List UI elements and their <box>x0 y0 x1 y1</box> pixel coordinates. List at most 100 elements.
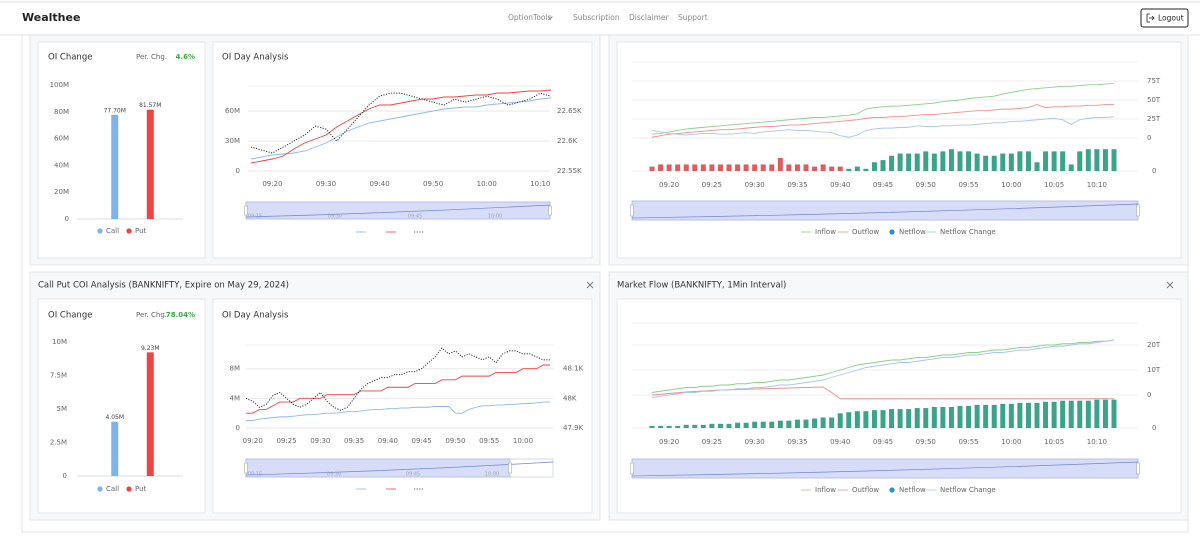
zoom-preview <box>631 203 1139 219</box>
bar <box>1043 151 1049 171</box>
legend-swatch <box>126 486 132 492</box>
bar <box>889 155 895 171</box>
bar <box>803 164 809 171</box>
bar <box>983 155 989 171</box>
bar <box>1060 400 1066 428</box>
bar <box>974 404 980 428</box>
bar <box>837 166 843 171</box>
y-tick-label: 75T <box>1147 77 1161 85</box>
bar <box>1025 151 1031 171</box>
x-tick-label: 09:20 <box>659 438 679 446</box>
bar <box>948 149 954 171</box>
bar <box>854 166 860 171</box>
bar <box>854 411 860 428</box>
nav-link[interactable]: Subscription <box>573 13 620 22</box>
bar <box>803 419 809 428</box>
nav-link[interactable]: Support <box>678 13 708 22</box>
bar <box>1111 399 1117 428</box>
bar <box>1102 399 1108 428</box>
series-line <box>250 92 552 154</box>
close-button[interactable] <box>1166 281 1174 289</box>
legend-swatch <box>126 228 132 234</box>
series-line <box>651 116 1115 138</box>
y-tick-label: 80M <box>54 108 69 116</box>
bar <box>1025 402 1031 428</box>
zoom-selection <box>631 458 1139 479</box>
series-line <box>246 401 550 422</box>
bar <box>111 114 119 219</box>
x-tick-label: 10:00 <box>1001 438 1021 446</box>
x-tick-label: 10:00 <box>513 437 533 445</box>
nav-link[interactable]: OptionTools <box>508 13 552 22</box>
x-tick-label: 09:55 <box>958 181 978 189</box>
slider-label: 09:15 <box>248 214 262 220</box>
series-line <box>651 82 1115 135</box>
bar <box>735 422 741 428</box>
bar <box>931 153 937 171</box>
bar <box>906 409 912 428</box>
y-tick-label: 5M <box>57 405 68 413</box>
legend-label: Call <box>106 227 119 235</box>
bar <box>837 413 843 428</box>
bar <box>700 424 706 428</box>
bar <box>794 419 800 428</box>
logo[interactable]: Wealthee <box>22 11 80 24</box>
bar <box>777 420 783 428</box>
bar <box>957 405 963 428</box>
logout-icon <box>1146 13 1155 23</box>
dropdown-icon[interactable] <box>547 16 553 20</box>
y-tick-label: 2.5M <box>50 439 67 447</box>
bar <box>871 162 877 171</box>
zoom-handle <box>630 462 634 475</box>
bar <box>991 155 997 171</box>
bar <box>769 164 775 171</box>
bar <box>914 153 920 171</box>
bar <box>666 164 672 171</box>
x-tick-label: 09:25 <box>276 437 296 445</box>
series-line <box>651 339 1115 393</box>
x-tick-label: 09:20 <box>659 181 679 189</box>
bar <box>1077 151 1083 171</box>
value-label: 77.70M <box>104 107 126 114</box>
card <box>37 41 206 259</box>
y-tick-label: 50T <box>1147 96 1161 104</box>
x-tick-label: 09:30 <box>745 438 765 446</box>
y-tick-label: 8M <box>230 365 241 373</box>
card-title: OI Day Analysis <box>222 311 289 321</box>
bar <box>743 422 749 428</box>
y-tick-label: 0 <box>65 215 69 223</box>
bar <box>1034 162 1040 171</box>
logout-label[interactable]: Logout <box>1158 14 1184 23</box>
logout-button[interactable] <box>1140 8 1189 28</box>
bar <box>658 164 664 171</box>
bar <box>675 425 681 428</box>
bar <box>940 407 946 428</box>
y2-tick-label: 0 <box>1152 167 1156 175</box>
series-line <box>651 339 1115 398</box>
close-button[interactable] <box>586 281 594 289</box>
bar <box>726 423 732 428</box>
nav-link[interactable]: Disclaimer <box>629 13 670 22</box>
bar <box>794 164 800 171</box>
bar <box>1060 151 1066 171</box>
bar <box>1017 402 1023 428</box>
x-tick-label: 09:35 <box>344 437 364 445</box>
x-tick-label: 10:05 <box>1044 181 1064 189</box>
x-tick-label: 09:55 <box>479 437 499 445</box>
value-label: 9.23M <box>141 345 160 352</box>
legend-label: Netflow <box>899 228 926 236</box>
bar <box>846 412 852 428</box>
bar <box>1008 403 1014 428</box>
bar <box>1017 151 1023 171</box>
bar <box>863 411 869 428</box>
bar <box>957 151 963 171</box>
card-title: OI Change <box>48 311 92 321</box>
series-line <box>651 104 1114 138</box>
x-tick-label: 09:50 <box>445 437 465 445</box>
legend-swatch <box>889 229 895 235</box>
legend-label: Put <box>135 485 147 493</box>
x-tick-label: 10:00 <box>1001 181 1021 189</box>
bar <box>1077 400 1083 428</box>
bar <box>966 405 972 428</box>
bar <box>931 407 937 428</box>
